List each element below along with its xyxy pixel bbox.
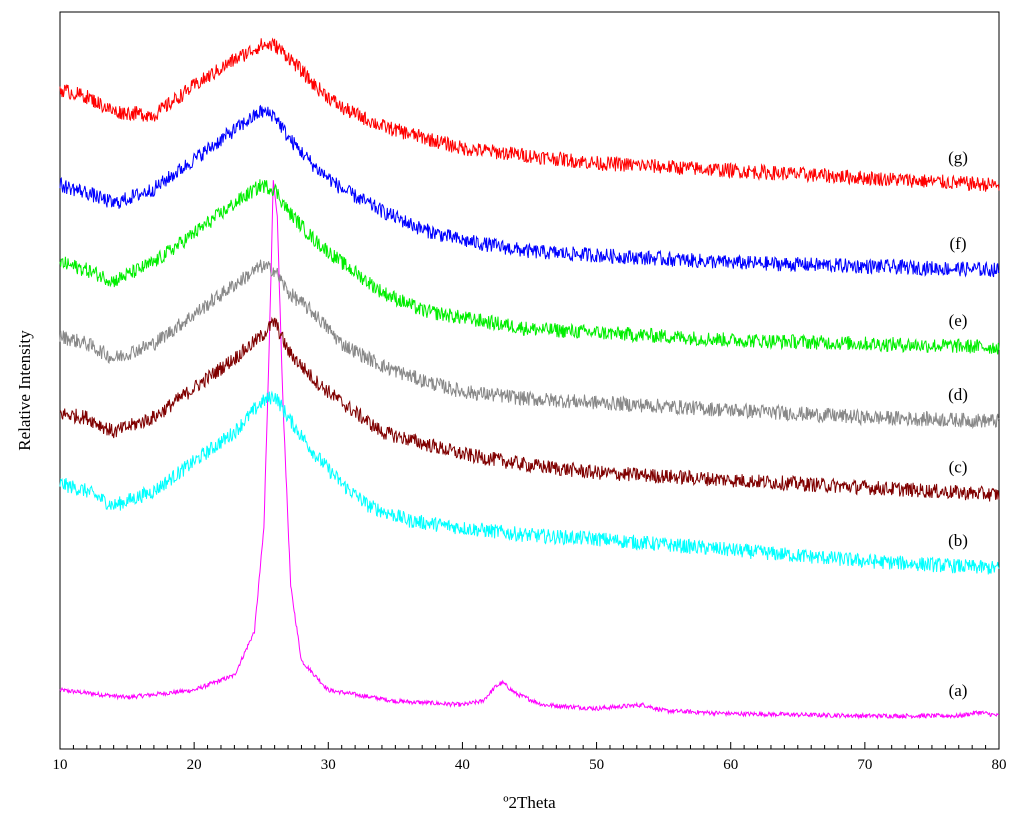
series-line-d — [59, 259, 1000, 430]
series-label-d: (d) — [948, 385, 968, 404]
series-line-c — [59, 316, 1000, 502]
series-line-f — [59, 104, 1000, 278]
series-label-f: (f) — [950, 234, 967, 253]
series-line-e — [59, 179, 1000, 355]
series-group — [59, 37, 1000, 720]
series-line-a — [59, 180, 1000, 720]
series-label-a: (a) — [949, 681, 968, 700]
x-tick-label: 80 — [992, 757, 1007, 773]
series-label-c: (c) — [949, 458, 968, 477]
series-label-b: (b) — [948, 531, 968, 550]
x-tick-label: 50 — [589, 757, 604, 773]
series-label-e: (e) — [949, 311, 968, 330]
x-axis: 10 20 30 40 50 60 70 80 — [53, 742, 1007, 773]
series-label-g: (g) — [948, 148, 968, 167]
x-tick-label: 20 — [187, 757, 202, 773]
x-tick-label: 30 — [321, 757, 336, 773]
x-tick-label: 10 — [53, 757, 68, 773]
series-labels: (a) (b) (c) (d) (e) (f) (g) — [948, 148, 968, 700]
x-tick-label: 70 — [857, 757, 872, 773]
series-line-g — [59, 37, 1000, 192]
x-tick-label: 40 — [455, 757, 470, 773]
x-tick-label: 60 — [723, 757, 738, 773]
series-line-b — [59, 390, 1000, 575]
x-axis-label: º2Theta — [503, 793, 556, 812]
y-axis-label: Relative Intensity — [15, 330, 34, 451]
